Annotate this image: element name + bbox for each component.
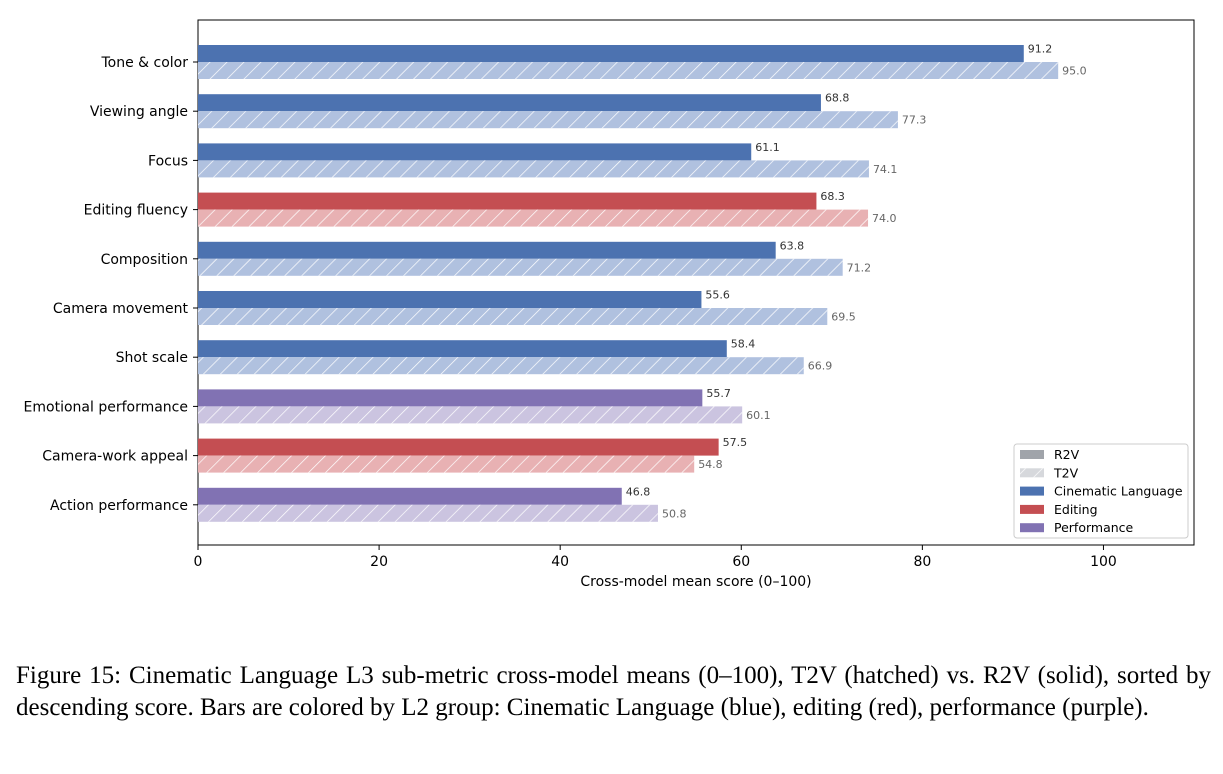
value-label-t2v: 71.2 [847,261,872,274]
y-tick-label: Camera-work appeal [42,449,188,465]
bar-r2v [198,143,752,161]
value-label-r2v: 57.5 [723,436,748,449]
legend-swatch [1020,523,1044,533]
legend-label: R2V [1054,447,1080,462]
bar-t2v-hatch [198,504,658,522]
y-tick-label: Composition [101,252,188,268]
value-label-r2v: 58.4 [731,338,756,351]
legend-label: Editing [1054,502,1098,517]
legend-label: Cinematic Language [1054,484,1183,499]
bar-r2v [198,192,817,210]
value-label-t2v: 77.3 [902,114,927,127]
value-label-r2v: 63.8 [780,239,805,252]
bar-t2v-hatch [198,308,828,325]
bar-r2v [198,45,1024,62]
bar-r2v [198,340,727,358]
value-label-r2v: 61.1 [755,141,780,154]
y-tick-labels: Tone & color Viewing angle Focus Editing fl… [24,55,198,514]
legend-swatch [1020,504,1044,514]
legend-swatch [1020,486,1044,496]
x-tick-label: 60 [732,554,750,570]
bar-t2v-hatch [198,357,804,375]
legend-swatch [1020,450,1044,459]
value-label-t2v: 74.0 [872,212,897,225]
bar-t2v-hatch [198,62,1059,79]
bar-t2v-hatch [198,160,869,178]
legend: R2V T2V Cinematic Language Editing Performan… [1013,443,1189,539]
bar-chart: 91.2 95.0 68.8 77.3 61.1 74.1 68.3 74.0 63.8 71.2… [24,19,1195,590]
y-tick-label: Editing fluency [84,203,188,219]
legend-swatch-hatch [1020,468,1044,478]
value-label-r2v: 91.2 [1028,43,1053,56]
value-label-t2v: 66.9 [808,360,833,373]
value-label-r2v: 68.8 [825,92,850,105]
bar-r2v [198,291,702,308]
bar-r2v [198,487,622,505]
bar-r2v [198,94,821,112]
y-tick-label: Focus [148,153,188,169]
y-tick-label: Action performance [50,498,188,514]
value-label-t2v: 74.1 [873,163,898,176]
y-tick-label: Shot scale [116,350,188,366]
value-label-t2v: 54.8 [698,458,723,471]
legend-label: T2V [1053,465,1079,480]
bars-layer: 91.2 95.0 68.8 77.3 61.1 74.1 68.3 74.0 63.8 71.2… [198,43,1087,522]
x-axis-label: Cross-model mean score (0–100) [580,574,811,590]
y-tick-label: Tone & color [100,55,188,71]
x-tick-label: 40 [551,554,569,570]
value-label-t2v: 60.1 [746,409,771,422]
value-label-t2v: 95.0 [1062,65,1087,78]
x-tick-label: 0 [194,554,203,570]
y-tick-label: Viewing angle [90,104,188,120]
x-tick-label: 80 [913,554,931,570]
value-label-r2v: 46.8 [626,485,651,498]
figure-caption: Figure 15: Cinematic Language L3 sub-met… [16,662,1211,721]
value-label-t2v: 50.8 [662,507,687,520]
x-tick-label: 100 [1090,554,1117,570]
legend-label: Performance [1054,520,1134,535]
bar-t2v-hatch [198,258,843,276]
x-axis-ticks: 0 20 40 60 80 100 [194,545,1117,570]
y-tick-label: Camera movement [53,301,189,317]
bar-t2v-hatch [198,455,695,473]
bar-t2v-hatch [198,406,743,424]
value-label-r2v: 55.7 [706,387,731,400]
bar-t2v-hatch [198,209,869,227]
plot-frame [197,19,1195,546]
value-label-r2v: 68.3 [820,190,845,203]
bar-r2v [198,389,703,407]
x-tick-label: 20 [370,554,388,570]
bar-r2v [198,438,719,456]
bar-r2v [198,241,776,259]
y-tick-label: Emotional performance [24,399,188,415]
value-label-r2v: 55.6 [705,289,730,302]
value-label-t2v: 69.5 [831,311,856,324]
legend-frame [1013,443,1189,539]
bar-t2v-hatch [198,111,898,129]
